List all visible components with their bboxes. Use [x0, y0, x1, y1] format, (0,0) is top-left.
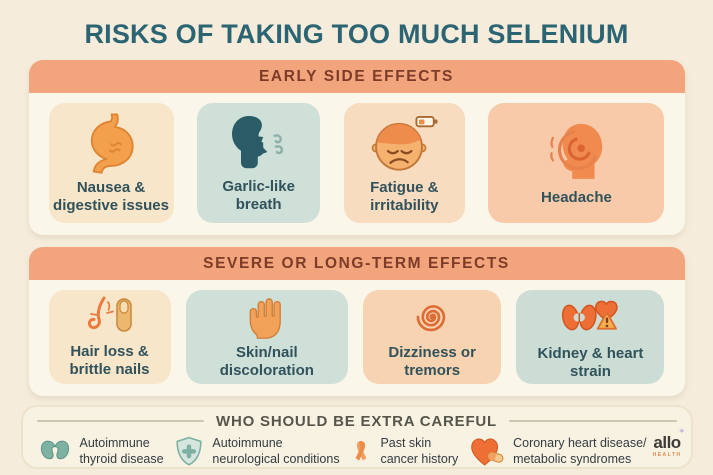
item-coronary-metabolic: Coronary heart disease/ metabolic syndro… [468, 435, 647, 469]
awareness-ribbon-icon [349, 433, 373, 471]
item-skin-cancer-history: Past skin cancer history [349, 433, 458, 471]
card-label: Hair loss & brittle nails [69, 343, 150, 378]
hair-nail-icon [85, 296, 135, 338]
early-effects-panel: EARLY SIDE EFFECTS Nausea & digestive is… [28, 60, 685, 235]
logo-sub-text: HEALTH [652, 452, 682, 458]
card-nausea: Nausea & digestive issues [48, 103, 174, 223]
severe-effects-header: SEVERE OR LONG-TERM EFFECTS [28, 247, 685, 280]
tired-face-battery-icon [369, 112, 439, 174]
header-rule-left [36, 420, 204, 422]
card-label: Garlic-like breath [222, 178, 295, 213]
card-garlic-breath: Garlic-like breath [197, 103, 321, 223]
card-label: Skin/nail discoloration [219, 344, 314, 379]
card-skin-nail: Skin/nail discoloration [185, 290, 348, 384]
kidney-heart-warning-icon [559, 294, 621, 340]
headache-head-icon [543, 120, 609, 184]
extra-careful-header: WHO SHOULD BE EXTRA CAREFUL [36, 411, 677, 431]
card-label: Dizziness or tremors [388, 344, 476, 379]
logo-brand-text: allo [653, 433, 681, 452]
item-thyroid-disease: Autoimmune thyroid disease [37, 435, 164, 469]
item-label: Coronary heart disease/ metabolic syndro… [513, 436, 647, 466]
card-kidney-heart: Kidney & heart strain [516, 290, 665, 384]
allo-health-logo: ✦ allo HEALTH [652, 427, 686, 458]
thyroid-icon [37, 435, 73, 469]
hand-icon [245, 295, 289, 340]
early-effects-header: EARLY SIDE EFFECTS [28, 60, 685, 93]
card-dizziness: Dizziness or tremors [363, 290, 502, 384]
card-label: Kidney & heart strain [537, 345, 644, 380]
extra-careful-items: Autoimmune thyroid disease Autoimmune ne… [37, 433, 677, 471]
breath-head-icon [227, 113, 291, 173]
item-label: Autoimmune neurological conditions [212, 436, 340, 466]
card-hair-loss: Hair loss & brittle nails [48, 290, 171, 384]
card-label: Nausea & digestive issues [53, 179, 169, 214]
item-neurological-conditions: Autoimmune neurological conditions [173, 435, 340, 469]
item-label: Past skin cancer history [380, 436, 459, 466]
sparkle-icon: ✦ [677, 426, 686, 436]
card-label: Headache [541, 188, 612, 206]
card-label: Fatigue & irritability [370, 179, 439, 214]
header-rule-right [509, 420, 677, 422]
item-label: Autoimmune thyroid disease [79, 436, 164, 466]
stomach-icon [79, 112, 143, 174]
severe-effects-cards: Hair loss & brittle nails Skin/nail disc… [29, 280, 685, 396]
shield-plus-icon [173, 435, 205, 469]
heart-pill-icon [468, 435, 506, 469]
page-title: RISKS OF TAKING TOO MUCH SELENIUM [84, 19, 629, 49]
extra-careful-title: WHO SHOULD BE EXTRA CAREFUL [215, 412, 498, 430]
severe-effects-panel: SEVERE OR LONG-TERM EFFECTS Hair loss & … [28, 247, 685, 396]
spiral-icon [409, 295, 455, 339]
extra-careful-panel: WHO SHOULD BE EXTRA CAREFUL Autoimmune t… [20, 405, 693, 471]
card-headache: Headache [488, 103, 665, 223]
card-fatigue: Fatigue & irritability [343, 103, 465, 223]
early-effects-cards: Nausea & digestive issues Garlic-like br… [29, 93, 685, 235]
